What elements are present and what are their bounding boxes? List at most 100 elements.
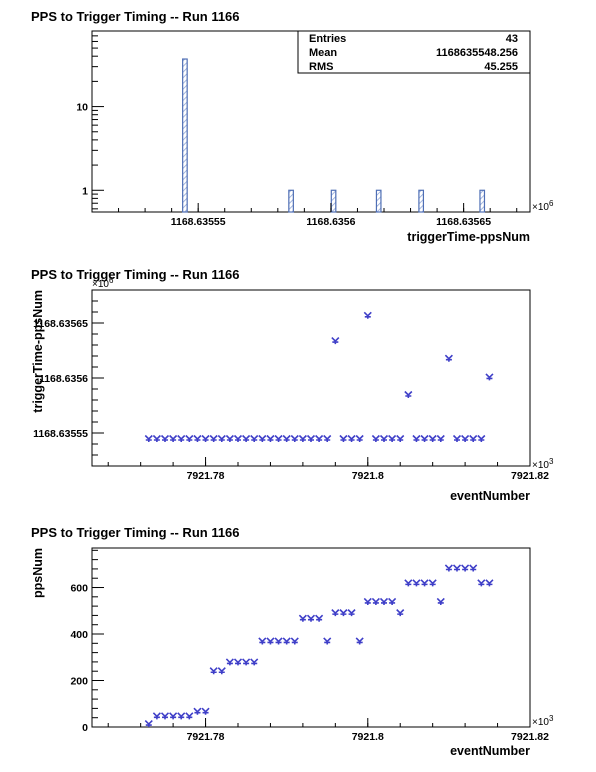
histogram-bar-1	[288, 189, 294, 213]
scatter-trigger-x-tick-label-2: 7921.82	[511, 470, 549, 482]
data-point-12	[242, 658, 251, 666]
histogram-x-label: triggerTime-ppsNum	[407, 230, 530, 244]
data-point-11	[233, 658, 243, 666]
data-point-22	[323, 637, 332, 645]
stats-box: Entries 43 Mean 1168635548.256 RMS 45.25…	[297, 30, 531, 74]
data-point-36	[436, 597, 445, 605]
scatter-pps-y-tick-label-1: 200	[70, 676, 88, 688]
data-point-36	[436, 434, 445, 442]
data-point-4	[177, 434, 186, 442]
data-point-8	[209, 667, 218, 675]
data-point-32	[404, 579, 413, 587]
data-point-18	[290, 434, 299, 442]
data-point-7	[201, 707, 210, 715]
data-point-13	[250, 658, 259, 666]
stats-rms-value: 45.255	[484, 61, 518, 73]
data-point-1	[152, 712, 161, 720]
data-point-20	[306, 614, 316, 622]
histogram-panel: PPS to Trigger Timing -- Run 1166 1168.6…	[31, 9, 554, 244]
data-point-27	[363, 311, 372, 319]
scatter-pps-x-tick-label-0: 7921.78	[187, 731, 225, 743]
histogram-bar-2	[330, 189, 337, 213]
data-point-41	[477, 579, 486, 587]
data-point-20	[306, 434, 316, 442]
scatter-trigger-panel: PPS to Trigger Timing -- Run 1166 7921.7…	[31, 267, 554, 503]
scatter-trigger-y-multiplier: ×106	[92, 276, 114, 290]
scatter-trigger-x-tick-label-1: 7921.8	[352, 470, 384, 482]
histogram-title: PPS to Trigger Timing -- Run 1166	[31, 9, 240, 24]
data-point-13	[250, 434, 259, 442]
histogram-bar-3	[375, 189, 382, 213]
data-point-18	[290, 637, 299, 645]
data-point-35	[428, 434, 437, 442]
histogram-bars	[182, 58, 486, 213]
data-point-16	[274, 434, 283, 442]
data-point-7	[201, 434, 210, 442]
data-point-14	[258, 434, 267, 442]
stats-entries-value: 43	[506, 33, 518, 45]
scatter-trigger-y-tick-label-1: 1168.6356	[39, 373, 88, 385]
scatter-pps-y-tick-label-2: 400	[70, 629, 88, 641]
data-point-2	[160, 712, 170, 720]
data-point-4	[177, 712, 186, 720]
data-point-40	[469, 564, 478, 572]
data-point-23	[331, 609, 340, 617]
histogram-y-ticks: 1 10	[76, 30, 104, 210]
scatter-trigger-x-ticks: 7921.78 7921.8 7921.82	[107, 457, 549, 482]
data-point-31	[396, 609, 405, 617]
scatter-trigger-title: PPS to Trigger Timing -- Run 1166	[31, 267, 240, 282]
scatter-trigger-y-ticks: 1168.63555 1168.6356 1168.63565	[33, 289, 104, 467]
scatter-pps-x-label: eventNumber	[450, 744, 530, 758]
scatter-trigger-y-tick-label-0: 1168.63555	[33, 428, 88, 440]
data-point-21	[315, 434, 324, 442]
data-point-19	[298, 614, 307, 622]
scatter-trigger-y-tick-label-2: 1168.63565	[33, 318, 88, 330]
data-point-14	[258, 637, 267, 645]
stats-box-frame	[297, 30, 531, 74]
data-point-40	[469, 434, 478, 442]
data-point-3	[169, 434, 178, 442]
scatter-pps-x-ticks: 7921.78 7921.8 7921.82	[107, 718, 549, 743]
scatter-pps-y-tick-label-0: 0	[82, 722, 88, 734]
stats-mean-label: Mean	[309, 47, 337, 59]
data-point-30	[388, 597, 397, 605]
scatter-pps-y-ticks: 0 200 400 600	[70, 549, 104, 734]
data-point-29	[379, 434, 389, 442]
scatter-pps-x-multiplier: ×103	[532, 714, 554, 728]
data-point-28	[371, 597, 380, 605]
histogram-x-tick-label-2: 1168.63565	[436, 216, 491, 228]
scatter-trigger-x-tick-label-0: 7921.78	[187, 470, 225, 482]
data-point-24	[339, 434, 348, 442]
data-point-11	[233, 434, 243, 442]
data-point-27	[363, 597, 372, 605]
histogram-bar-0	[182, 58, 188, 213]
data-point-10	[225, 658, 234, 666]
data-point-42	[485, 373, 494, 381]
data-point-37	[444, 564, 453, 572]
data-point-10	[225, 434, 234, 442]
data-point-37	[444, 354, 453, 362]
data-point-8	[209, 434, 218, 442]
data-point-17	[282, 637, 291, 645]
data-point-35	[428, 579, 437, 587]
data-point-28	[371, 434, 380, 442]
data-point-5	[185, 434, 194, 442]
data-point-29	[379, 597, 389, 605]
histogram-x-ticks: 1168.63555 1168.6356 1168.63565	[118, 203, 518, 228]
data-point-33	[412, 434, 421, 442]
scatter-pps-points	[144, 564, 494, 728]
histogram-x-tick-label-0: 1168.63555	[171, 216, 226, 228]
data-point-38	[452, 434, 462, 442]
data-point-23	[331, 337, 340, 345]
scatter-pps-x-tick-label-2: 7921.82	[511, 731, 549, 743]
scatter-trigger-x-multiplier: ×103	[532, 457, 554, 471]
histogram-bar-5	[479, 189, 486, 213]
data-point-3	[169, 712, 178, 720]
histogram-x-tick-label-1: 1168.6356	[306, 216, 355, 228]
data-point-15	[266, 637, 275, 645]
data-point-6	[193, 434, 202, 442]
scatter-pps-panel: PPS to Trigger Timing -- Run 1166 7921.7…	[31, 525, 554, 758]
data-point-33	[412, 579, 421, 587]
data-point-5	[185, 712, 194, 720]
